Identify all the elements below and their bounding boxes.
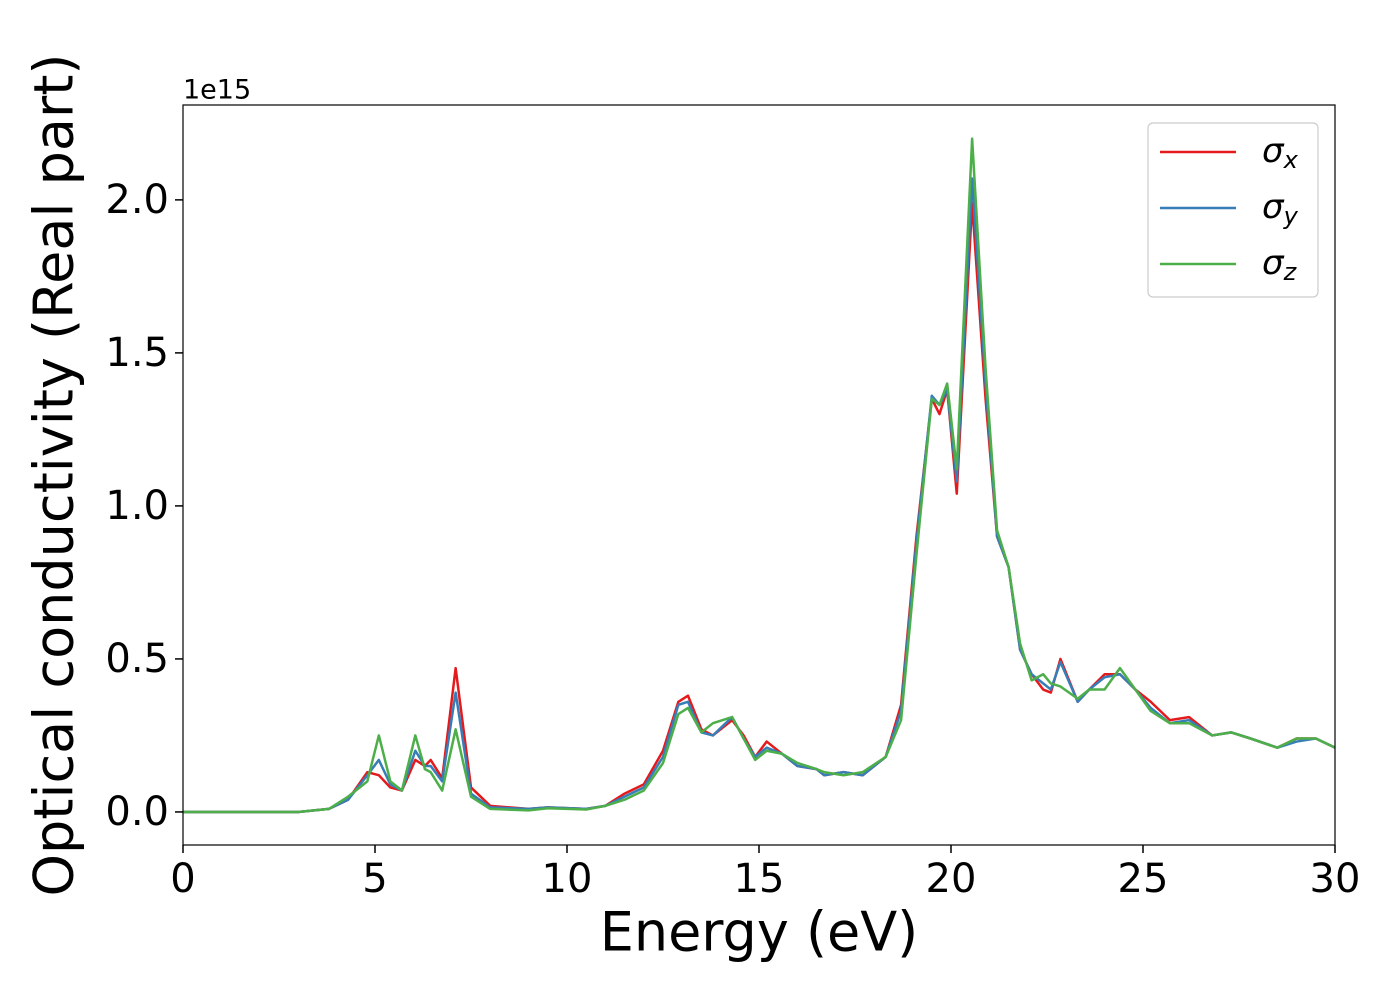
x-axis-label: Energy (eV) (600, 901, 919, 964)
y-axis-label: Optical conductivity (Real part) (23, 54, 86, 897)
legend-label: σy (1262, 187, 1299, 231)
legend-label: σz (1262, 243, 1298, 287)
y-tick-label: 0.0 (105, 789, 169, 835)
x-tick-label: 25 (1118, 856, 1169, 902)
y-tick-label: 2.0 (105, 177, 169, 223)
x-tick-label: 20 (926, 856, 977, 902)
x-tick-label: 10 (542, 856, 593, 902)
x-tick-label: 0 (170, 856, 195, 902)
y-tick-label: 1.5 (105, 330, 169, 376)
x-tick-label: 30 (1310, 856, 1361, 902)
y-tick-label: 0.5 (105, 636, 169, 682)
x-tick-label: 15 (734, 856, 785, 902)
x-tick-label: 5 (362, 856, 387, 902)
series-line (183, 137, 1335, 814)
series-line (183, 177, 1335, 814)
y-offset-label: 1e15 (183, 75, 251, 106)
legend-label: σx (1262, 131, 1299, 175)
legend-box (1147, 122, 1319, 298)
y-tick-label: 1.0 (105, 483, 169, 529)
plot-frame (182, 104, 1336, 846)
